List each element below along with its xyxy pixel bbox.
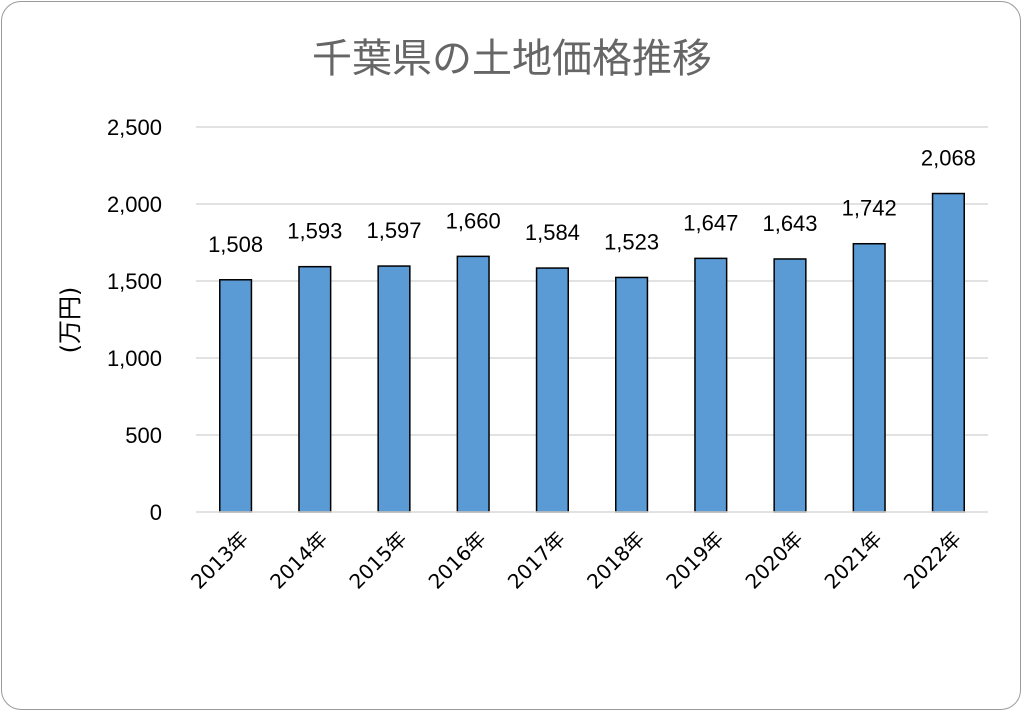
data-label: 1,508 [208,232,263,257]
x-tick-label: 2015年 [344,527,411,594]
x-tick-label: 2018年 [582,527,649,594]
x-tick-label: 2017年 [503,527,570,594]
data-label: 1,647 [683,210,738,235]
y-tick-label: 2,500 [107,115,162,140]
bar [615,276,649,513]
y-tick-label: 1,000 [107,346,162,371]
x-tick-label: 2019年 [661,527,728,594]
bar [694,257,728,513]
bar [219,279,253,513]
data-label: 2,068 [921,146,976,171]
y-tick-label: 2,000 [107,192,162,217]
data-label: 1,643 [762,211,817,236]
bar [377,265,411,513]
data-label: 1,523 [604,229,659,254]
y-tick-label: 1,500 [107,269,162,294]
data-label: 1,593 [287,219,342,244]
x-tick-label: 2016年 [424,527,491,594]
x-tick-label: 2022年 [899,527,966,594]
x-tick-label: 2014年 [265,527,332,594]
y-tick-label: 500 [125,423,162,448]
data-label: 1,742 [842,196,897,221]
data-label: 1,597 [366,218,421,243]
data-label: 1,584 [525,220,580,245]
bar [931,192,965,513]
chart-title: 千葉県の土地価格推移 [312,36,712,82]
y-tick-label: 0 [150,500,162,525]
bar [456,255,490,513]
y-axis-label: (万円) [56,287,84,354]
bar [852,242,886,513]
x-tick-label: 2021年 [820,527,887,594]
data-label: 1,660 [446,208,501,233]
bar [535,267,569,513]
bar [298,265,332,513]
bar [773,258,807,513]
x-tick-label: 2020年 [740,527,807,594]
x-tick-label: 2013年 [186,527,253,594]
